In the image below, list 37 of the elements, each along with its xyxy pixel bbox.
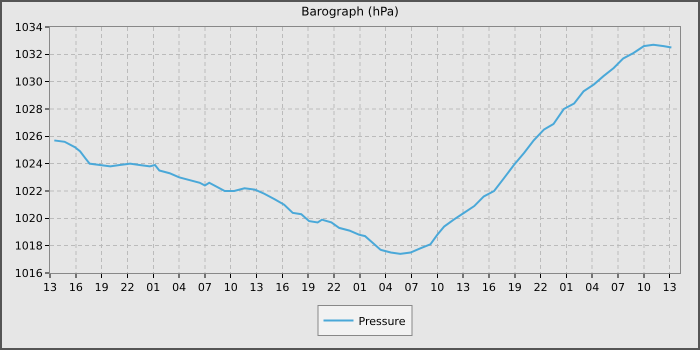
x-tick-label: 13 xyxy=(250,281,264,294)
x-tick-label: 16 xyxy=(275,281,290,294)
x-tick-label: 01 xyxy=(352,281,367,294)
y-tick-label: 1026 xyxy=(14,130,43,144)
x-tick-label: 07 xyxy=(198,281,212,294)
y-tick-label: 1022 xyxy=(14,184,43,198)
x-tick-label: 10 xyxy=(224,281,238,294)
x-tick-label: 04 xyxy=(172,281,186,294)
x-tick-label: 10 xyxy=(430,281,444,294)
x-tick-label: 01 xyxy=(559,281,574,294)
legend-label: Pressure xyxy=(358,314,406,328)
x-tick-label: 04 xyxy=(378,281,393,294)
x-tick-label: 19 xyxy=(94,281,109,294)
x-tick-label: 07 xyxy=(404,281,418,294)
x-tick-label: 10 xyxy=(636,281,651,294)
y-tick-label: 1032 xyxy=(14,48,43,62)
x-tick-label: 19 xyxy=(301,281,316,294)
y-tick-label: 1034 xyxy=(14,20,43,34)
y-tick-label: 1020 xyxy=(14,212,43,226)
x-tick-label: 13 xyxy=(662,281,677,294)
x-tick-label: 22 xyxy=(534,281,548,294)
x-tick-label: 13 xyxy=(456,281,470,294)
x-tick-label: 22 xyxy=(120,281,134,294)
x-tick-label: 01 xyxy=(146,281,160,294)
x-tick-label: 16 xyxy=(482,281,496,294)
y-tick-label: 1016 xyxy=(14,266,43,280)
x-tick-label: 13 xyxy=(43,281,57,294)
y-tick-label: 1028 xyxy=(14,102,43,116)
y-tick-label: 1024 xyxy=(14,158,43,171)
x-tick-label: 07 xyxy=(611,281,626,294)
x-tick-label: 16 xyxy=(68,281,83,294)
y-tick-label: 1030 xyxy=(14,76,43,89)
x-tick-label: 22 xyxy=(327,281,342,294)
y-tick-label: 1018 xyxy=(14,240,43,253)
x-tick-label: 04 xyxy=(585,281,600,294)
x-tick-label: 19 xyxy=(508,281,522,294)
chart-title: Barograph (hPa) xyxy=(301,4,399,19)
